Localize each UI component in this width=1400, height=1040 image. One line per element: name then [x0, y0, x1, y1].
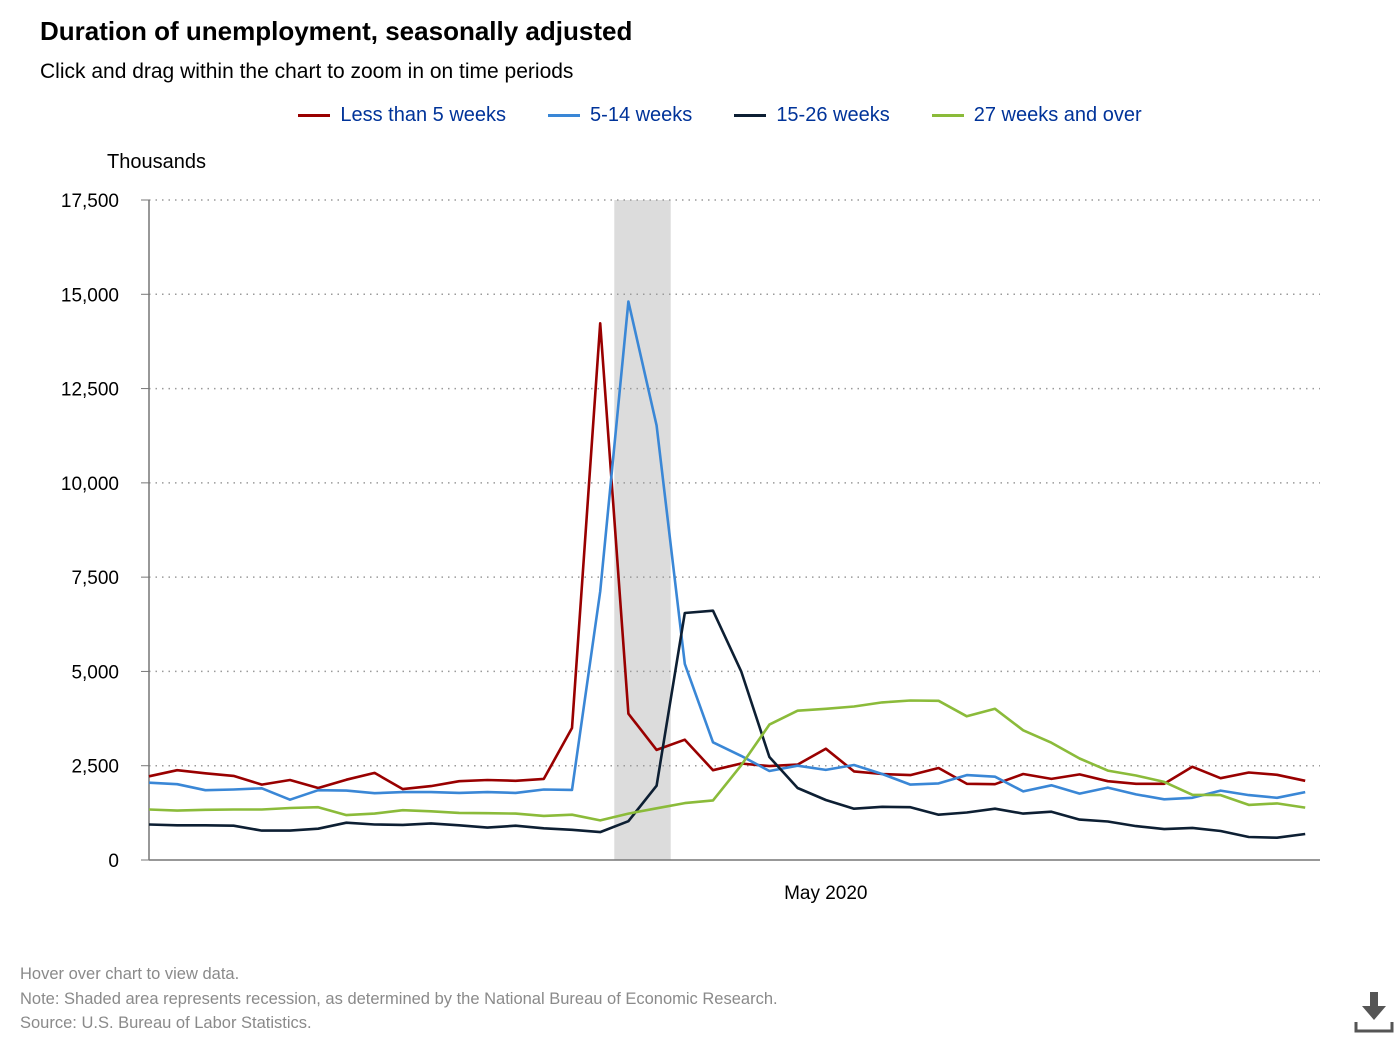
- download-icon: [1354, 992, 1394, 1033]
- recession-shade: [614, 200, 671, 860]
- hover-note: Hover over chart to view data.: [20, 965, 240, 983]
- legend-item-27-weeks-and-over[interactable]: 27 weeks and over: [931, 104, 1142, 127]
- y-tick-label: 15,000: [61, 285, 119, 306]
- chart-legend: Less than 5 weeks 5-14 weeks 15-26 weeks 27…: [0, 104, 1400, 127]
- legend-label: Less than 5 weeks: [340, 104, 507, 126]
- chart-notes: Hover over chart to view data. Note: Sha…: [20, 962, 778, 1036]
- y-tick-label: 10,000: [61, 474, 119, 495]
- legend-item-5-14-weeks[interactable]: 5-14 weeks: [548, 104, 692, 127]
- series-line-less-than-5-weeks[interactable]: [148, 322, 1306, 791]
- legend-label: 15-26 weeks: [776, 104, 890, 126]
- y-axis-label: Thousands: [107, 151, 206, 173]
- legend-label: 5-14 weeks: [590, 104, 693, 126]
- legend-label: 27 weeks and over: [973, 104, 1142, 126]
- x-tick-label: May 2020: [784, 883, 867, 904]
- y-tick-label: 7,500: [71, 568, 119, 589]
- legend-item-less-than-5-weeks[interactable]: Less than 5 weeks: [298, 104, 506, 127]
- y-tick-label: 12,500: [61, 380, 119, 401]
- legend-swatch: [931, 114, 964, 117]
- series-line-5-14-weeks[interactable]: [148, 300, 1306, 802]
- series-line-15-26-weeks[interactable]: [148, 609, 1306, 840]
- chart-subtitle: Click and drag within the chart to zoom …: [40, 60, 574, 83]
- series-line-27-weeks-and-over[interactable]: [148, 699, 1306, 822]
- y-tick-label: 5,000: [71, 662, 119, 683]
- legend-swatch: [734, 114, 767, 117]
- line-chart[interactable]: Thousands 0 2,500 5,000 7,500 10,000 12,500 15,…: [0, 140, 1400, 920]
- source-note: Source: U.S. Bureau of Labor Statistics.: [20, 1014, 312, 1032]
- y-tick-label: 2,500: [71, 757, 119, 778]
- chart-title: Duration of unemployment, seasonally adj…: [40, 16, 633, 46]
- recession-note: Note: Shaded area represents recession, …: [20, 989, 778, 1008]
- y-tick-label: 17,500: [61, 191, 119, 212]
- download-button[interactable]: [1353, 992, 1395, 1034]
- legend-item-15-26-weeks[interactable]: 15-26 weeks: [734, 104, 890, 127]
- legend-swatch: [548, 114, 581, 117]
- y-tick-label: 0: [108, 851, 119, 872]
- legend-swatch: [298, 114, 331, 117]
